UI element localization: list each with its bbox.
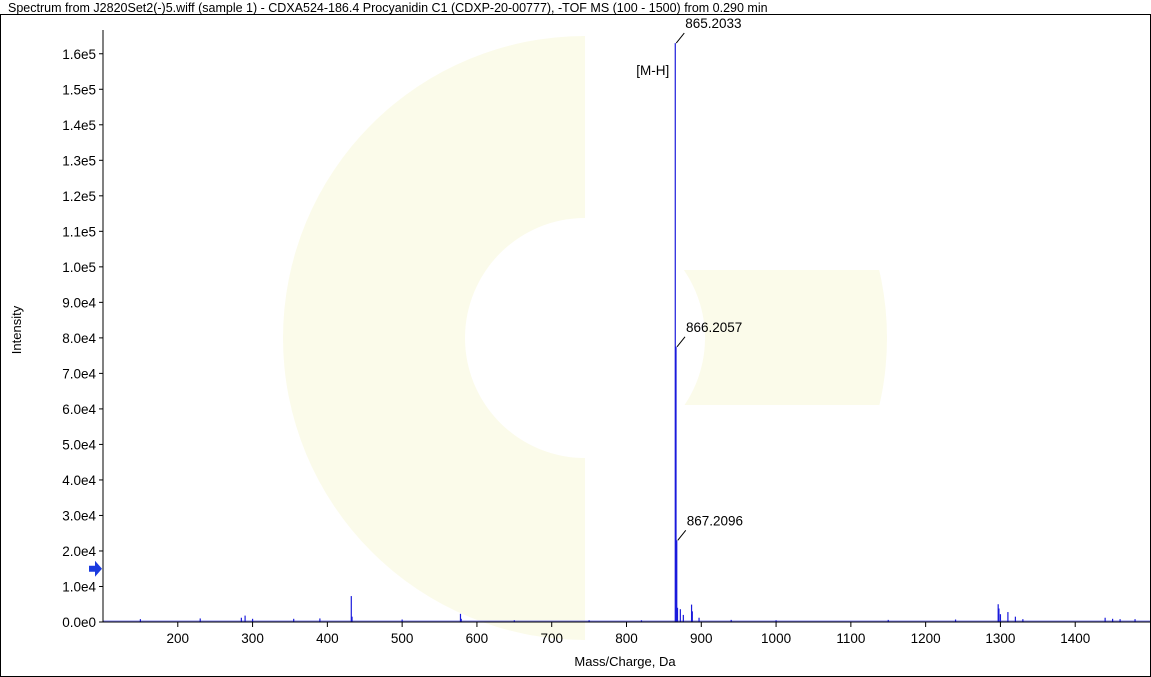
x-tick-label: 600 xyxy=(466,631,489,646)
y-tick-label: 1.2e5 xyxy=(62,189,96,204)
y-tick-label: 1.1e5 xyxy=(62,224,96,239)
labels-layer: 865.2033 [M-H] 866.2057 867.2096 xyxy=(636,16,743,541)
x-tick-label: 500 xyxy=(391,631,414,646)
threshold-arrow-icon xyxy=(89,560,102,577)
y-tick-label: 2.0e4 xyxy=(62,544,96,559)
y-tick-label: 8.0e4 xyxy=(62,331,96,346)
x-tick-label: 800 xyxy=(615,631,638,646)
spectrum-title: Spectrum from J2820Set2(-)5.wiff (sample… xyxy=(8,1,768,15)
x-tick-label: 700 xyxy=(540,631,563,646)
peak-mass-label: 866.2057 xyxy=(686,320,742,335)
y-tick-label: 5.0e4 xyxy=(62,437,96,452)
y-tick-label: 1.0e5 xyxy=(62,260,96,275)
axes-layer: 0.0e0 1.0e4 2.0e4 3.0e4 4.0e4 5.0e4 6.0e4 7.0e4… xyxy=(62,30,1150,646)
x-tick-label: 1000 xyxy=(761,631,791,646)
y-tick-label: 1.5e5 xyxy=(62,82,96,97)
annotation-leader xyxy=(677,530,687,541)
y-tick-label: 4.0e4 xyxy=(62,473,96,488)
x-tick-label: 300 xyxy=(241,631,264,646)
ion-annotation-label: [M-H] xyxy=(636,63,669,78)
y-tick-label: 7.0e4 xyxy=(62,366,96,381)
x-tick-label: 200 xyxy=(167,631,190,646)
annotation-leader xyxy=(676,336,686,348)
y-tick-label: 3.0e4 xyxy=(62,508,96,523)
y-axis-label: Intensity xyxy=(9,305,24,354)
x-axis-label: Mass/Charge, Da xyxy=(574,654,676,669)
peaks-layer xyxy=(103,43,1150,622)
x-tick-label: 1100 xyxy=(836,631,865,646)
y-tick-label: 1.3e5 xyxy=(62,153,96,168)
x-tick-label: 400 xyxy=(316,631,339,646)
peak-mass-label: 865.2033 xyxy=(685,16,741,31)
x-tick-label: 1300 xyxy=(985,631,1015,646)
peak-mass-label: 867.2096 xyxy=(687,513,743,528)
x-tick-label: 1200 xyxy=(911,631,941,646)
y-tick-label: 1.4e5 xyxy=(62,118,96,133)
y-tick-label: 0.0e0 xyxy=(62,615,96,630)
x-tick-label: 900 xyxy=(690,631,713,646)
y-tick-label: 9.0e4 xyxy=(62,295,96,310)
x-tick-label: 1400 xyxy=(1060,631,1090,646)
y-tick-label: 1.6e5 xyxy=(62,47,96,62)
watermark-logo xyxy=(283,35,887,641)
annotation-leader xyxy=(675,32,685,44)
y-tick-label: 6.0e4 xyxy=(62,402,96,417)
y-tick-label: 1.0e4 xyxy=(62,579,96,594)
